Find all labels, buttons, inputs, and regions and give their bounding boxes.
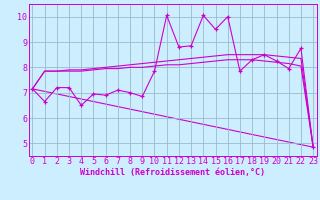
X-axis label: Windchill (Refroidissement éolien,°C): Windchill (Refroidissement éolien,°C) xyxy=(80,168,265,177)
